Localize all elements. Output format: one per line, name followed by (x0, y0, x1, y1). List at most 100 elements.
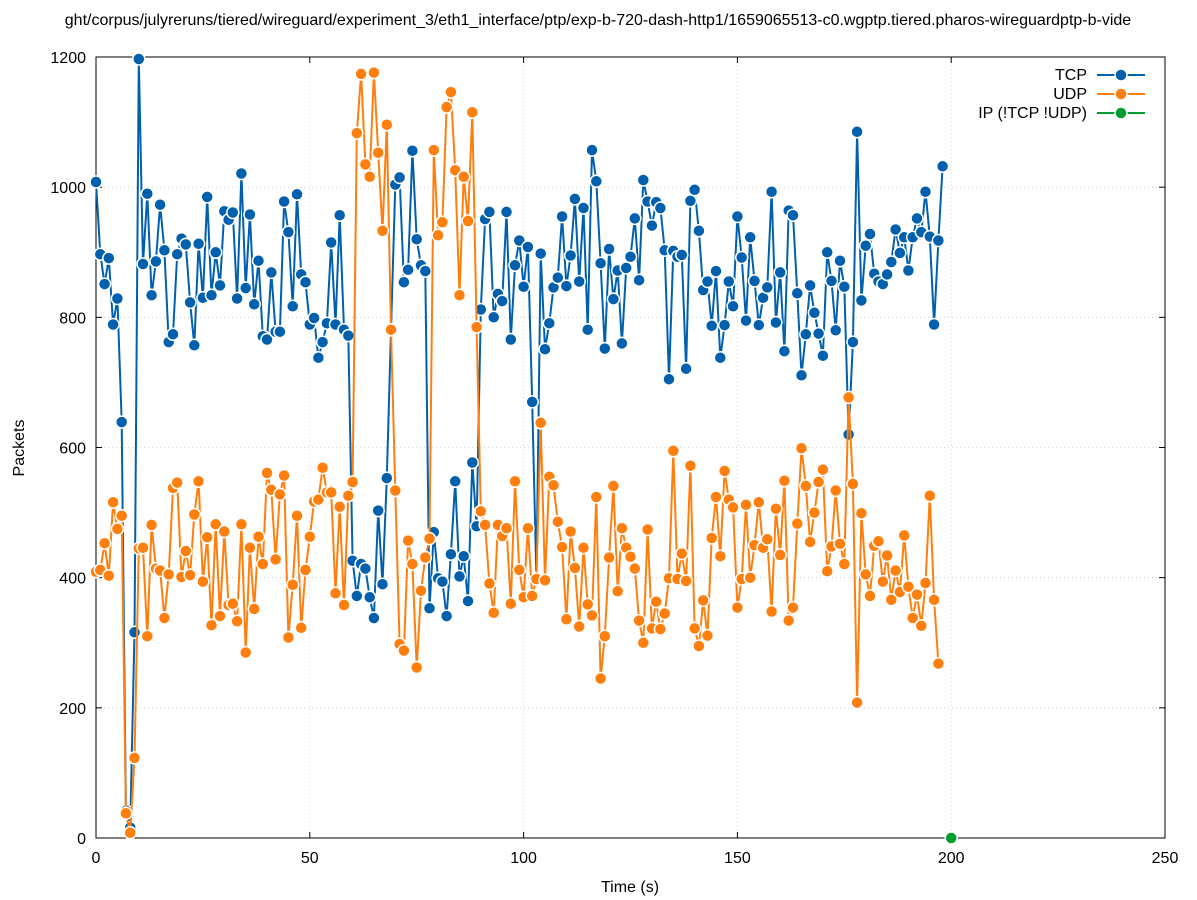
udp-point (409, 660, 424, 675)
tcp-point (208, 245, 223, 260)
udp-point (598, 629, 612, 643)
ip-series (944, 831, 958, 845)
udp-point (469, 320, 484, 334)
udp-point (905, 611, 920, 625)
tcp-point (816, 348, 830, 363)
tcp-point (675, 248, 689, 262)
tcp-point (499, 205, 514, 219)
udp-point (102, 568, 116, 583)
udp-point (452, 288, 467, 302)
tcp-point (358, 561, 373, 576)
tcp-point (136, 257, 150, 271)
tcp-point (760, 280, 775, 295)
udp-point (345, 475, 360, 489)
tcp-point (726, 299, 740, 314)
tcp-point (764, 184, 779, 199)
tcp-point (918, 184, 933, 199)
udp-point (243, 540, 257, 555)
tcp-point (743, 230, 757, 245)
udp-point (572, 619, 586, 634)
tcp-point (226, 205, 240, 220)
tcp-point (585, 143, 599, 157)
tcp-point (149, 254, 163, 269)
udp-point (876, 574, 890, 589)
udp-point (632, 613, 646, 628)
x-axis-title: Time (s) (601, 879, 659, 896)
tcp-point (563, 248, 578, 263)
tcp-point (456, 549, 471, 563)
tcp-point (628, 211, 642, 226)
udp-point (380, 117, 394, 132)
udp-point (559, 612, 574, 627)
udp-point (640, 522, 655, 537)
udp-point (816, 462, 830, 477)
tcp-point (837, 279, 852, 294)
ip-point (944, 831, 958, 845)
udp-point (833, 537, 847, 551)
tcp-point (521, 240, 535, 254)
tcp-point (931, 233, 946, 248)
y-axis-title: Packets (11, 420, 28, 477)
tcp-point (264, 265, 279, 280)
tcp-point (504, 332, 518, 347)
tcp-point (371, 503, 385, 518)
udp-point (362, 170, 377, 184)
x-tick-label: 150 (724, 850, 751, 867)
tcp-point (901, 263, 916, 278)
tcp-point (166, 327, 180, 342)
tcp-point (709, 264, 723, 278)
udp-point (623, 550, 638, 564)
tcp-point (863, 227, 877, 241)
tcp-point (157, 243, 172, 258)
udp-point (401, 533, 415, 548)
tcp-point (880, 267, 894, 282)
udp-point (525, 589, 539, 603)
tcp-point (525, 395, 539, 409)
udp-point (298, 563, 313, 577)
tcp-point (739, 313, 753, 328)
udp-point (786, 600, 800, 615)
tcp-point (277, 194, 291, 209)
udp-point (555, 540, 569, 554)
udp-point (551, 514, 565, 529)
tcp-point (713, 350, 728, 365)
udp-point (837, 557, 852, 571)
tcp-point (401, 263, 415, 277)
udp-point (499, 521, 514, 535)
udp-point (696, 593, 710, 608)
tcp-point (97, 277, 112, 291)
tcp-point (799, 327, 813, 342)
udp-point (367, 65, 381, 80)
udp-point (602, 550, 616, 565)
udp-point (187, 507, 202, 522)
tcp-point (418, 264, 433, 278)
tcp-point (474, 302, 488, 317)
udp-point (144, 518, 159, 532)
udp-point (427, 143, 441, 157)
tcp-point (204, 288, 219, 302)
tcp-point (251, 253, 266, 268)
tcp-point (559, 279, 574, 293)
tcp-point (465, 455, 480, 470)
udp-point (337, 598, 351, 612)
tcp-point (307, 311, 321, 325)
udp-point (230, 614, 244, 629)
udp-line (95, 71, 940, 834)
udp-point (123, 826, 137, 840)
tcp-point (687, 183, 702, 197)
tcp-point (200, 190, 214, 204)
tcp-point (893, 246, 907, 260)
udp-point (615, 521, 629, 535)
udp-point (273, 487, 287, 502)
udp-point (828, 483, 843, 498)
udp-point (328, 586, 343, 601)
udp-point (713, 549, 728, 563)
udp-point (213, 609, 227, 623)
udp-point (841, 390, 856, 405)
tcp-point (794, 368, 809, 383)
udp-point (576, 540, 591, 555)
udp-point (474, 504, 488, 519)
udp-point (114, 509, 129, 523)
tcp-point (89, 175, 103, 189)
udp-point (157, 611, 172, 625)
